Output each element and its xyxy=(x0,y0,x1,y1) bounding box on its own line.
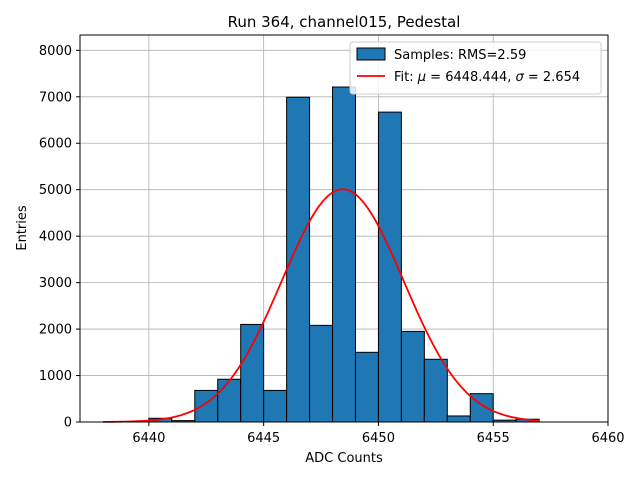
legend-fit-sigma-symbol: σ xyxy=(516,70,525,85)
histogram-bar xyxy=(309,324,334,423)
fit-curve xyxy=(102,188,540,423)
legend-fit-label-part: Fit: xyxy=(394,70,418,85)
y-axis-label: Entries xyxy=(15,205,30,251)
histogram-bar xyxy=(423,358,448,423)
histogram-bar xyxy=(194,389,219,423)
legend-fit-label-part: = 6448.444, xyxy=(426,70,515,85)
y-tick-label: 1000 xyxy=(39,369,72,384)
histogram-bar xyxy=(446,415,471,423)
histogram-bar xyxy=(354,351,379,423)
y-tick-label: 8000 xyxy=(39,44,72,59)
x-tick-label: 6460 xyxy=(591,431,624,446)
histogram-bar xyxy=(240,323,265,423)
y-tick-label: 3000 xyxy=(39,276,72,291)
x-axis-ticks: 6440 6445 6450 6455 6460 xyxy=(132,422,625,446)
legend-histogram-swatch xyxy=(356,47,386,61)
plot-frame xyxy=(79,34,609,423)
x-tick-label: 6450 xyxy=(362,431,395,446)
legend-box xyxy=(349,41,602,95)
y-tick-label: 5000 xyxy=(39,183,72,198)
x-tick-label: 6455 xyxy=(477,431,510,446)
legend-histogram-label: Samples: RMS=2.59 xyxy=(394,48,526,63)
chart-title: Run 364, channel015, Pedestal xyxy=(228,13,461,31)
histogram-bars xyxy=(125,86,540,423)
y-tick-label: 6000 xyxy=(39,137,72,152)
y-tick-label: 0 xyxy=(64,416,72,431)
y-tick-label: 7000 xyxy=(39,90,72,105)
legend-fit-label: Fit: μ = 6448.444, σ = 2.654 xyxy=(394,70,580,85)
histogram-bar xyxy=(400,330,425,423)
y-axis-ticks: 0 1000 2000 3000 4000 5000 6000 7000 8000 xyxy=(39,44,80,431)
legend-fit-mu-symbol: μ xyxy=(417,70,426,85)
y-tick-label: 4000 xyxy=(39,230,72,245)
y-tick-label: 2000 xyxy=(39,323,72,338)
legend: Samples: RMS=2.59 Fit: μ = 6448.444, σ =… xyxy=(349,41,602,95)
histogram-bar xyxy=(217,378,242,423)
histogram-bar xyxy=(332,86,356,423)
x-tick-label: 6445 xyxy=(247,431,280,446)
histogram-bar xyxy=(263,389,288,423)
x-axis-label: ADC Counts xyxy=(305,451,383,466)
x-tick-label: 6440 xyxy=(132,431,165,446)
legend-fit-label-part: = 2.654 xyxy=(524,70,580,85)
